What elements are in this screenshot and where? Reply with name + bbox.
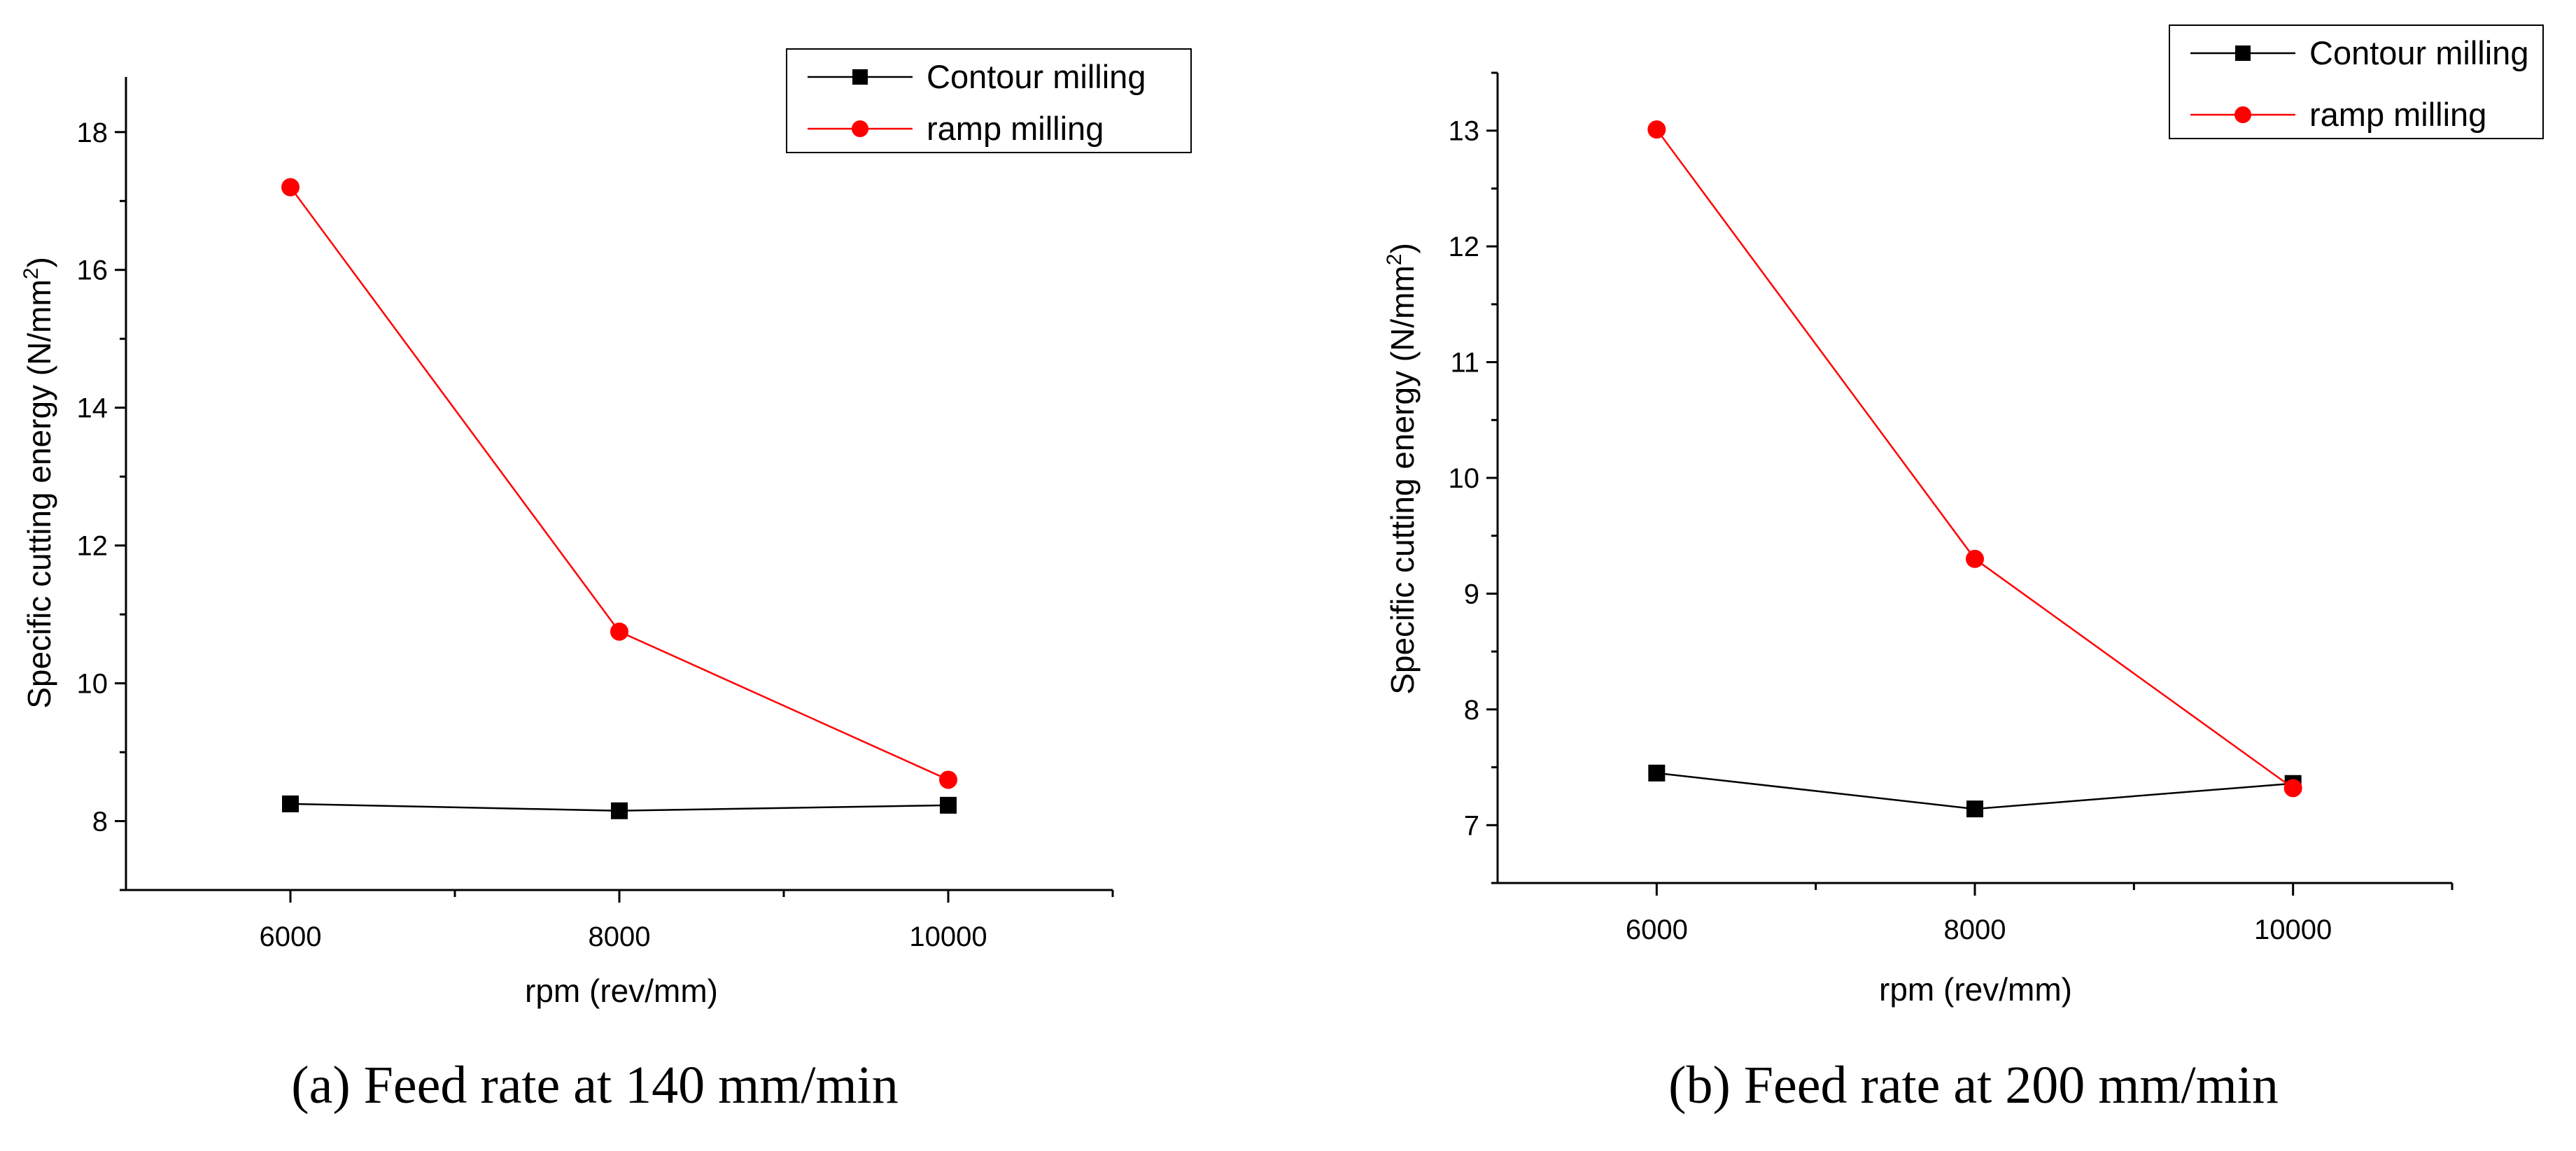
chart-a: 8 10 12 14 16 18 6000 8000 10000 rpm (rev/mm) Spec… bbox=[20, 48, 1192, 1009]
series-line bbox=[1656, 129, 2294, 789]
x-axis-label: rpm (rev/mm) bbox=[525, 973, 718, 1009]
y-tick-label: 12 bbox=[77, 531, 108, 562]
legend-marker-circle bbox=[2234, 106, 2251, 123]
legend-box bbox=[2169, 24, 2544, 139]
data-point-square bbox=[611, 802, 628, 819]
legend-label: Contour milling bbox=[2309, 34, 2528, 71]
y-axis-label: Specific cutting energy (N/mm2) bbox=[20, 257, 57, 709]
legend-marker-square bbox=[2235, 45, 2251, 61]
data-point-circle bbox=[1966, 549, 1984, 568]
legend-label: Contour milling bbox=[927, 58, 1146, 95]
legend-marker-circle bbox=[852, 120, 868, 137]
y-tick-label: 9 bbox=[1464, 579, 1479, 609]
x-tick-label: 8000 bbox=[589, 921, 651, 952]
x-tick-label: 6000 bbox=[260, 921, 322, 952]
y-tick-label: 8 bbox=[92, 807, 108, 838]
x-tick-label: 8000 bbox=[1944, 915, 2006, 945]
data-point-square bbox=[1966, 800, 1983, 818]
y-tick-label: 13 bbox=[1449, 116, 1480, 147]
y-tick-label: 8 bbox=[1464, 695, 1479, 726]
y-axis-label: Specific cutting energy (N/mm2) bbox=[1383, 243, 1421, 695]
data-point-square bbox=[282, 795, 299, 812]
series-line bbox=[289, 186, 949, 781]
y-tick-label: 11 bbox=[1450, 348, 1479, 379]
x-tick-label: 10000 bbox=[909, 921, 987, 952]
y-tick-label: 7 bbox=[1464, 810, 1479, 841]
caption-b: (b) Feed rate at 200 mm/min bbox=[1668, 1056, 2279, 1115]
data-point-circle bbox=[2283, 779, 2302, 798]
y-tick-label: 12 bbox=[1449, 232, 1480, 262]
legend-marker-square bbox=[852, 69, 868, 85]
data-point-circle bbox=[610, 622, 628, 641]
x-axis-label: rpm (rev/mm) bbox=[1879, 971, 2072, 1008]
legend-label: ramp milling bbox=[927, 110, 1104, 147]
x-tick-label: 10000 bbox=[2254, 915, 2332, 945]
legend-label: ramp milling bbox=[2309, 96, 2486, 133]
data-point-square bbox=[1648, 764, 1666, 782]
y-tick-label: 10 bbox=[77, 669, 108, 700]
chart-b: 7 8 9 10 11 12 13 6000 8000 10000 rpm (rev/mm) Spec… bbox=[1383, 24, 2544, 1008]
caption-a: (a) Feed rate at 140 mm/min bbox=[291, 1056, 899, 1115]
y-tick-label: 18 bbox=[77, 118, 108, 148]
y-tick-label: 10 bbox=[1449, 463, 1480, 494]
data-point-circle bbox=[939, 770, 957, 789]
data-point-circle bbox=[1647, 120, 1666, 139]
data-point-circle bbox=[281, 178, 300, 197]
legend-box bbox=[786, 48, 1192, 153]
y-tick-label: 16 bbox=[77, 255, 108, 286]
x-tick-label: 6000 bbox=[1626, 915, 1688, 945]
y-tick-label: 14 bbox=[77, 393, 108, 424]
data-point-square bbox=[940, 796, 957, 814]
